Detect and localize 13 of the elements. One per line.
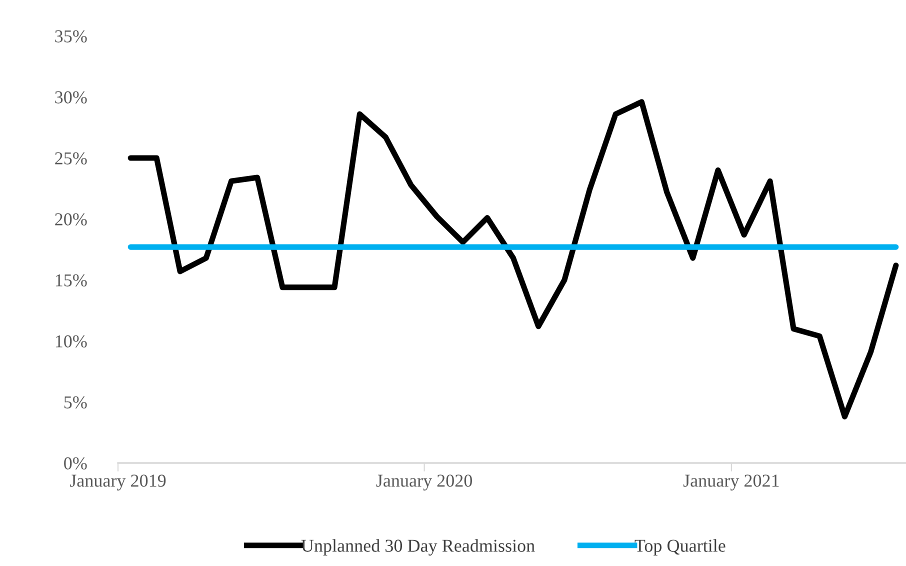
y-tick-label: 30% xyxy=(55,91,87,104)
x-tick-label: January 2020 xyxy=(376,474,472,490)
y-tick-label: 15% xyxy=(56,274,87,286)
y-tick-label: 0% xyxy=(64,457,87,470)
x-tick-label: January 2021 xyxy=(683,474,779,490)
y-tick-label: 20% xyxy=(55,213,87,226)
y-tick-label: 10% xyxy=(56,335,87,348)
y-tick-label: 25% xyxy=(55,152,87,164)
y-tick-label: 5% xyxy=(64,396,87,408)
legend-label: Unplanned 30 Day Readmission xyxy=(301,539,535,556)
legend-label: Top Quartile xyxy=(634,539,726,556)
y-tick-label: 35% xyxy=(55,30,87,42)
x-tick-label: January 2019 xyxy=(70,474,166,490)
